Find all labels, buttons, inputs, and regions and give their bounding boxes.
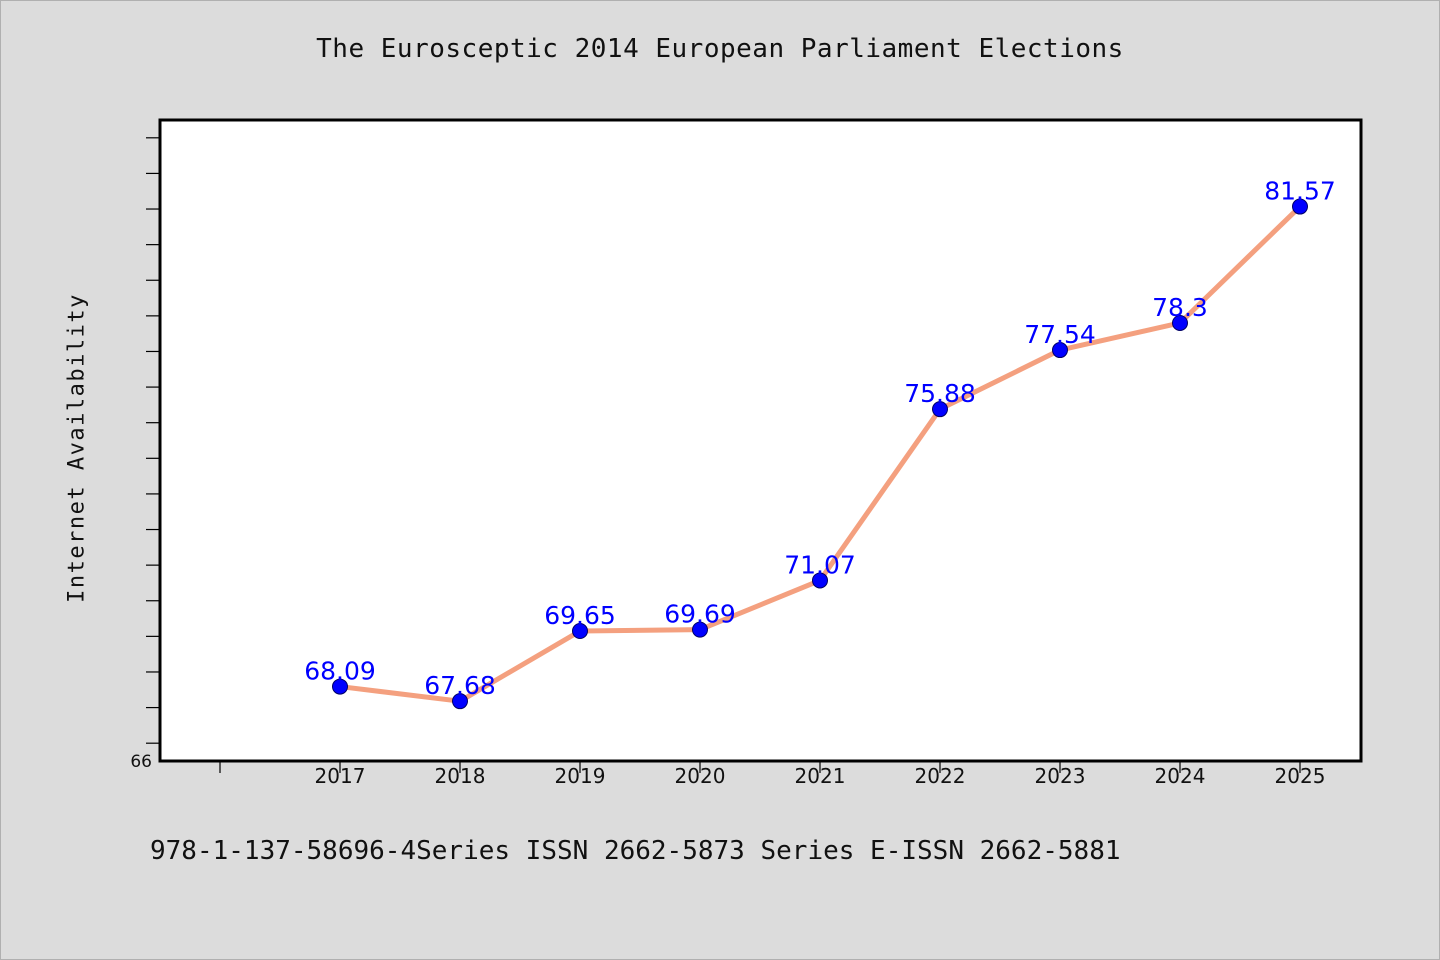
- data-point: [692, 621, 708, 638]
- x-tick-label: 2017: [315, 764, 366, 788]
- x-axis-ticks: 2017 2018 2019 2020 2021 2022 2023 2024 2025: [219, 761, 1326, 788]
- data-labels: 68.09 67.68 69.65 69.69 71.07 75.88 77.54 78.3 8…: [304, 177, 1336, 701]
- data-point: [452, 693, 468, 710]
- plot-area: [158, 118, 1363, 763]
- x-tick-label: 2024: [1155, 764, 1206, 788]
- x-tick-label: 2021: [795, 764, 846, 788]
- x-tick-label: 2025: [1275, 764, 1326, 788]
- data-point: [932, 401, 948, 418]
- x-tick-label: 2022: [915, 764, 966, 788]
- data-label: 69.65: [544, 601, 616, 630]
- data-label: 75.88: [904, 379, 976, 408]
- y-tick-label: 66: [130, 752, 152, 772]
- data-label: 71.07: [784, 550, 856, 579]
- x-tick-label: 2019: [555, 764, 606, 788]
- data-point: [572, 623, 588, 640]
- y-axis-ticks: 66: [130, 137, 160, 772]
- data-label: 78.3: [1152, 293, 1208, 322]
- footer-note: 978-1-137-58696-4Series ISSN 2662-5873 S…: [150, 836, 1121, 866]
- x-tick-label: 2018: [435, 764, 486, 788]
- series-markers: [332, 198, 1308, 710]
- data-point: [1172, 314, 1188, 331]
- data-label: 77.54: [1024, 320, 1096, 349]
- data-point: [812, 572, 828, 589]
- data-label: 81.57: [1264, 177, 1336, 206]
- data-point: [332, 678, 348, 695]
- data-point: [1292, 198, 1308, 215]
- data-point: [1052, 342, 1068, 359]
- data-label: 67.68: [424, 671, 496, 700]
- data-label: 69.69: [664, 600, 736, 629]
- data-label: 68.09: [304, 657, 376, 686]
- x-tick-label: 2020: [675, 764, 726, 788]
- chart-title: The Eurosceptic 2014 European Parliament…: [316, 34, 1124, 64]
- x-tick-label: 2023: [1035, 764, 1086, 788]
